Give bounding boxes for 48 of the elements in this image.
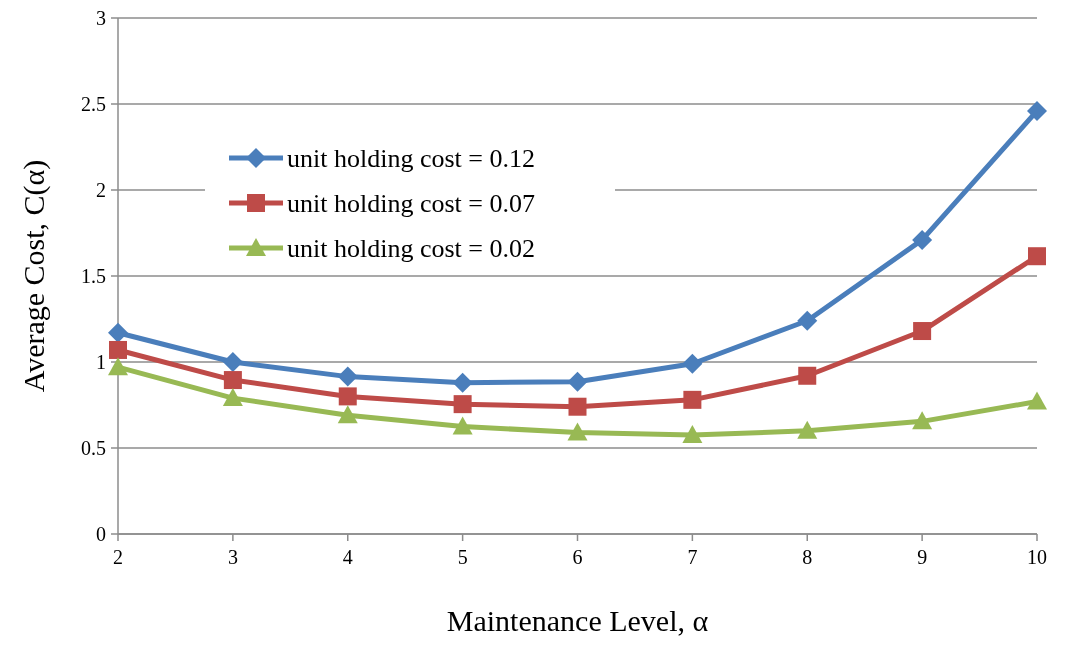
point: [797, 310, 818, 331]
point: [108, 322, 128, 343]
point: [797, 420, 818, 439]
point: [912, 229, 933, 250]
x-tick-label: 4: [342, 546, 353, 568]
point: [452, 416, 473, 435]
point: [338, 387, 357, 406]
x-tick-label: 10: [1027, 546, 1047, 568]
point: [222, 388, 243, 407]
x-tick-label: 8: [802, 546, 813, 568]
y-tick-label: 2.5: [81, 93, 106, 115]
point: [913, 322, 932, 341]
point: [567, 371, 588, 392]
y-tick-label: 1: [96, 351, 106, 373]
y-tick-label: 0: [96, 523, 106, 545]
point: [1027, 100, 1047, 121]
point: [337, 366, 358, 387]
legend-label: unit holding cost = 0.07: [287, 189, 535, 219]
point: [568, 397, 587, 416]
point: [682, 425, 703, 444]
y-tick-label: 2: [96, 179, 106, 201]
x-tick-label: 3: [227, 546, 238, 568]
point: [912, 411, 933, 430]
y-axis-title: Average Cost, C(α): [17, 159, 51, 393]
point: [108, 357, 128, 376]
y-tick-label: 3: [96, 7, 106, 29]
point: [1028, 247, 1046, 266]
point: [452, 372, 473, 393]
point: [567, 422, 588, 441]
x-tick-label: 7: [687, 546, 698, 568]
point: [1027, 391, 1047, 410]
x-axis-title: Maintenance Level, α: [446, 604, 709, 637]
point: [222, 352, 243, 372]
point: [682, 353, 703, 374]
point: [453, 395, 472, 414]
x-tick-label: 5: [457, 546, 468, 568]
legend-label: unit holding cost = 0.12: [287, 144, 535, 174]
x-tick-label: 2: [113, 546, 123, 568]
point: [798, 366, 817, 385]
x-tick-label: 9: [917, 546, 928, 568]
legend-label: unit holding cost = 0.02: [287, 234, 535, 264]
point: [223, 371, 242, 390]
point: [109, 340, 127, 359]
y-tick-label: 0.5: [81, 437, 106, 459]
x-tick-label: 6: [572, 546, 583, 568]
point: [683, 390, 702, 409]
y-tick-label: 1.5: [81, 265, 106, 287]
point: [337, 405, 358, 424]
